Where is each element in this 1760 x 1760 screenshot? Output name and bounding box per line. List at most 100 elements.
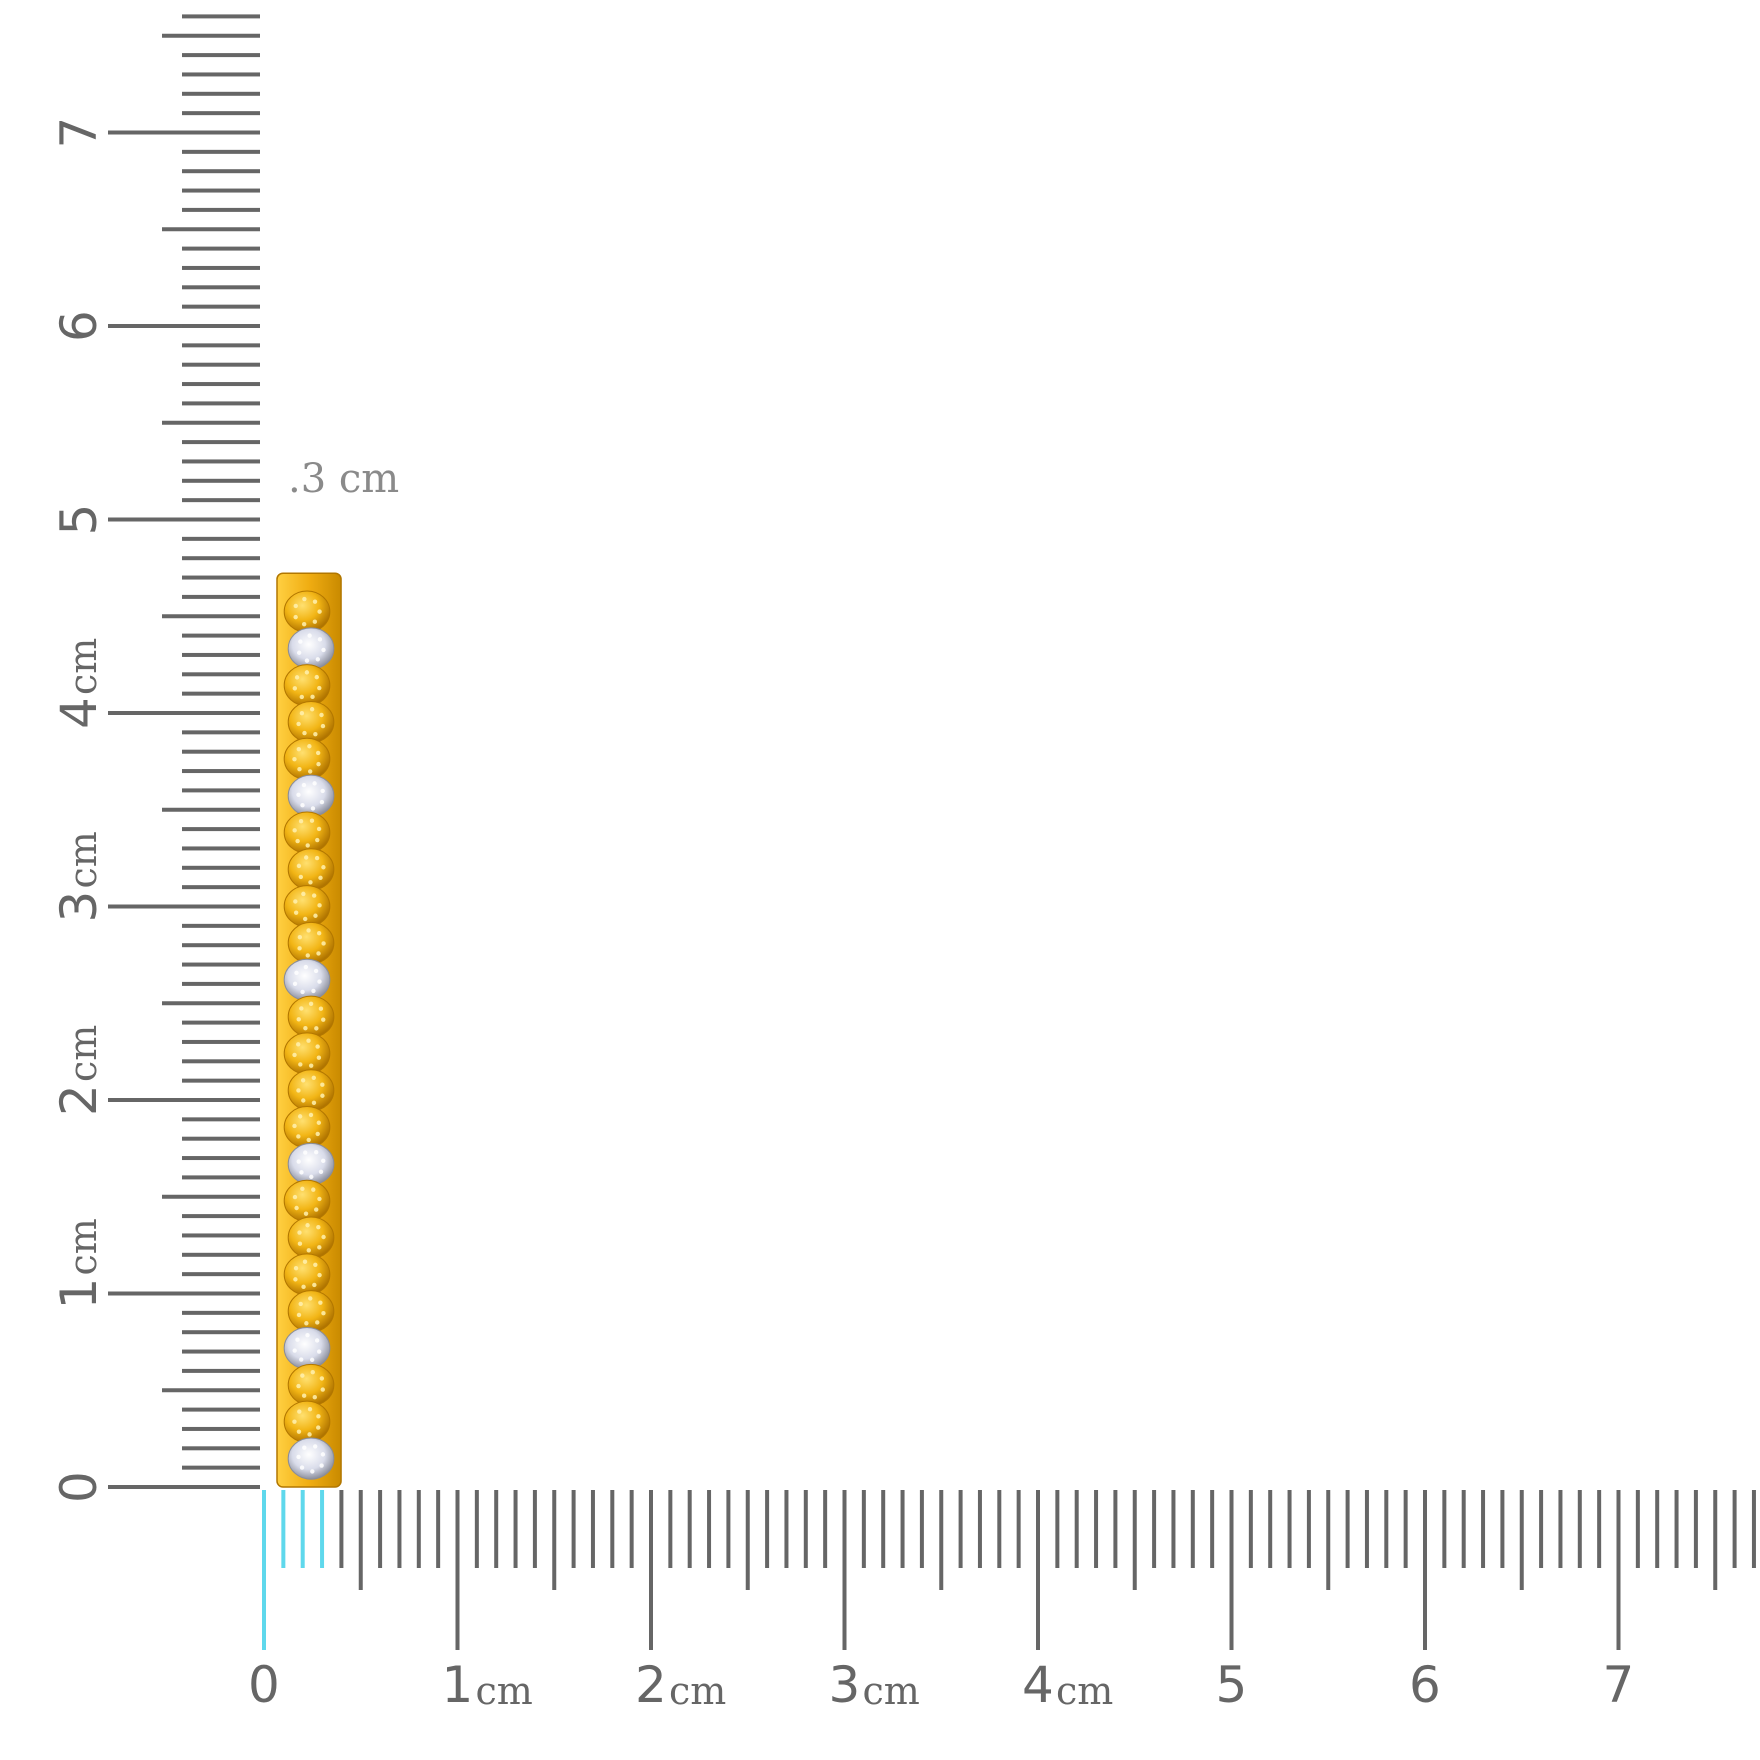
v-label-number: 3 xyxy=(50,891,108,923)
h-tick xyxy=(649,1490,653,1650)
v-label-unit: cm xyxy=(61,831,105,888)
v-tick xyxy=(108,904,260,909)
v-tick xyxy=(182,923,260,928)
sparkle xyxy=(292,1348,297,1353)
v-label-number: 7 xyxy=(50,117,108,149)
v-tick xyxy=(182,382,260,387)
sparkle xyxy=(316,1425,321,1430)
v-tick xyxy=(182,594,260,599)
h-tick xyxy=(1423,1490,1427,1650)
sparkle xyxy=(321,1017,326,1022)
sparkle xyxy=(302,596,307,602)
h-tick xyxy=(339,1490,344,1568)
h-tick xyxy=(1190,1490,1195,1568)
sparkle xyxy=(321,1234,326,1240)
sparkle xyxy=(293,1265,299,1271)
sparkle xyxy=(309,818,315,823)
sparkle xyxy=(319,1376,325,1381)
v-tick xyxy=(162,807,260,812)
h-tick xyxy=(1616,1490,1621,1650)
bangle-image xyxy=(276,572,342,1488)
sparkle xyxy=(309,707,315,712)
h-tick xyxy=(1152,1490,1157,1568)
h-tick xyxy=(455,1490,460,1650)
sparkle xyxy=(311,988,316,994)
sparkle xyxy=(296,792,301,797)
sparkle xyxy=(296,721,301,727)
h-tick xyxy=(358,1490,363,1590)
sparkle xyxy=(312,1282,317,1288)
sparkle xyxy=(292,1194,298,1200)
v-tick xyxy=(182,72,260,77)
sparkle xyxy=(317,1196,322,1202)
sparkle xyxy=(312,781,317,786)
h-tick xyxy=(1016,1490,1021,1568)
h-label-number: 4 xyxy=(1022,1656,1054,1714)
h-tick xyxy=(1481,1490,1486,1568)
v-label-number: 4 xyxy=(50,697,108,729)
h-tick xyxy=(1248,1490,1253,1568)
sparkle xyxy=(303,1150,308,1155)
h-label-number: 0 xyxy=(248,1656,280,1714)
h-tick xyxy=(1713,1490,1718,1590)
sparkle xyxy=(307,1407,313,1412)
v-tick xyxy=(182,846,260,851)
v-label-unit: cm xyxy=(61,638,105,695)
sparkle xyxy=(301,1098,306,1103)
v-tick xyxy=(182,556,260,561)
sparkle xyxy=(299,1006,304,1011)
h-tick xyxy=(919,1490,924,1568)
sparkle xyxy=(306,1248,311,1253)
v-label: 4cm xyxy=(50,638,108,729)
v-label-number: 2 xyxy=(50,1084,108,1116)
sparkle xyxy=(292,1123,297,1129)
sparkle xyxy=(316,951,321,956)
sparkle xyxy=(316,761,321,767)
h-tick xyxy=(707,1490,712,1568)
sparkle xyxy=(304,670,310,675)
sparkle xyxy=(307,633,312,638)
h-tick xyxy=(320,1490,325,1568)
v-tick xyxy=(182,1117,260,1122)
h-label-number: 2 xyxy=(635,1656,667,1714)
sparkle xyxy=(316,1120,322,1125)
v-tick xyxy=(182,1059,260,1064)
sparkle xyxy=(317,1245,322,1250)
sparkle xyxy=(316,1414,321,1419)
gold-bead xyxy=(287,1216,335,1259)
sparkle xyxy=(318,1300,323,1305)
gold-bead xyxy=(283,1032,331,1075)
gold-bead xyxy=(283,1106,331,1149)
h-tick xyxy=(1036,1490,1040,1650)
h-tick xyxy=(977,1490,982,1568)
v-tick xyxy=(182,691,260,696)
sparkle xyxy=(295,1337,300,1342)
v-label: 1cm xyxy=(50,1218,108,1309)
sparkle xyxy=(318,1169,324,1174)
h-tick xyxy=(1229,1490,1234,1650)
sparkle xyxy=(292,757,297,762)
sparkle xyxy=(299,711,305,716)
sparkle xyxy=(296,1159,301,1164)
sparkle xyxy=(293,603,298,609)
sparkle xyxy=(296,1454,301,1460)
sparkle xyxy=(298,1301,303,1307)
v-tick xyxy=(108,324,260,328)
v-tick xyxy=(182,285,260,290)
h-tick xyxy=(416,1490,421,1568)
v-tick xyxy=(162,1388,260,1393)
sparkle xyxy=(294,675,300,680)
v-tick xyxy=(182,149,260,154)
h-tick xyxy=(281,1490,286,1568)
vertical-ruler xyxy=(108,14,260,1489)
sparkle xyxy=(316,1224,321,1230)
h-tick xyxy=(1306,1490,1311,1568)
gold-bead xyxy=(283,737,331,781)
h-tick xyxy=(300,1490,305,1568)
sparkle xyxy=(297,946,302,951)
sparkle xyxy=(306,1137,311,1143)
v-tick xyxy=(162,33,260,38)
v-tick xyxy=(182,440,260,445)
h-tick xyxy=(958,1490,963,1568)
sparkle xyxy=(301,782,307,788)
